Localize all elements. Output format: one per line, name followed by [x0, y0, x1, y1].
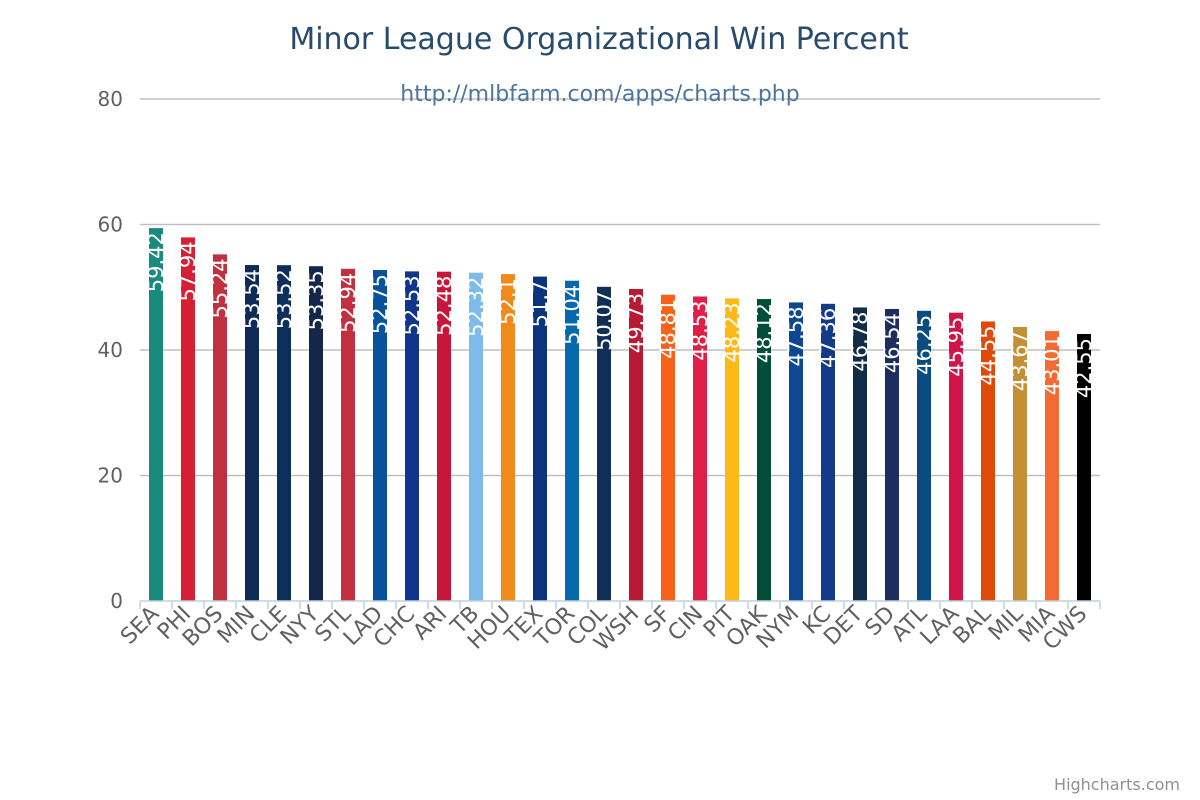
bar-ari[interactable] — [437, 271, 451, 601]
bar-kc[interactable] — [821, 303, 835, 601]
data-label: 42.55 — [1072, 338, 1096, 398]
bar-min[interactable] — [245, 265, 259, 601]
bar-chc[interactable] — [405, 271, 419, 601]
data-label: 50.07 — [592, 291, 616, 351]
data-label: 52.48 — [432, 276, 456, 336]
data-label: 48.12 — [752, 303, 776, 363]
data-label: 47.58 — [784, 306, 808, 366]
bar-sf[interactable] — [661, 294, 675, 601]
bar-stl[interactable] — [341, 268, 355, 601]
y-axis: 0 20 40 60 80 — [98, 87, 123, 613]
bar-nym[interactable] — [789, 302, 803, 601]
data-label: 52.1 — [496, 278, 520, 325]
data-label: 46.54 — [880, 313, 904, 373]
chart-title: Minor League Organizational Win Percent — [289, 22, 909, 57]
bars: 59.42 57.94 55.24 53.54 53.52 53.35 52.94 52.75… — [144, 228, 1096, 601]
data-label: 52.94 — [336, 273, 360, 333]
bar-sd[interactable] — [885, 308, 899, 601]
data-label: 43.67 — [1008, 331, 1032, 391]
y-tick-label: 60 — [98, 213, 123, 237]
bar-bos[interactable] — [213, 254, 227, 601]
bar-tex[interactable] — [533, 276, 547, 601]
data-label: 57.94 — [176, 241, 200, 301]
data-label: 59.42 — [144, 232, 168, 292]
bar-hou[interactable] — [501, 274, 515, 601]
data-label: 52.53 — [400, 275, 424, 335]
bar-mil[interactable] — [1013, 326, 1027, 601]
gridlines — [140, 98, 1100, 477]
data-label: 47.36 — [816, 308, 840, 368]
bar-det[interactable] — [853, 307, 867, 601]
data-label: 46.25 — [912, 315, 936, 375]
bar-tor[interactable] — [565, 280, 579, 601]
data-label: 45.95 — [944, 317, 968, 377]
bar-bal[interactable] — [981, 321, 995, 601]
credits-link[interactable]: Highcharts.com — [1054, 775, 1180, 794]
x-tick-label: DET — [819, 601, 868, 650]
bar-sea[interactable] — [149, 228, 163, 601]
bar-cws[interactable] — [1077, 333, 1091, 601]
bar-col[interactable] — [597, 286, 611, 601]
data-label: 51.7 — [528, 281, 552, 328]
bar-cin[interactable] — [693, 296, 707, 601]
y-tick-label: 40 — [98, 338, 123, 362]
data-label: 52.32 — [464, 277, 488, 337]
data-label: 53.35 — [304, 270, 328, 330]
x-axis: SEAPHIBOSMINCLENYYSTLLADCHCARITBHOUTEXTO… — [116, 600, 1101, 656]
data-label: 46.78 — [848, 311, 872, 371]
bar-wsh[interactable] — [629, 288, 643, 601]
data-label: 43.01 — [1040, 335, 1064, 395]
bar-laa[interactable] — [949, 312, 963, 601]
bar-atl[interactable] — [917, 310, 931, 601]
y-tick-label: 80 — [98, 87, 123, 111]
bar-mia[interactable] — [1045, 331, 1059, 601]
data-label: 48.23 — [720, 302, 744, 362]
bar-tb[interactable] — [469, 272, 483, 601]
bar-nyy[interactable] — [309, 266, 323, 601]
bar-pit[interactable] — [725, 298, 739, 601]
data-label: 48.53 — [688, 300, 712, 360]
data-label: 44.55 — [976, 325, 1000, 385]
data-label: 48.81 — [656, 299, 680, 359]
y-tick-label: 20 — [98, 464, 123, 488]
bar-phi[interactable] — [181, 237, 195, 601]
data-label: 49.73 — [624, 293, 648, 353]
data-label: 53.54 — [240, 269, 264, 329]
data-label: 52.75 — [368, 274, 392, 334]
bar-oak[interactable] — [757, 299, 771, 601]
chart-subtitle[interactable]: http://mlbfarm.com/apps/charts.php — [400, 82, 799, 107]
bar-cle[interactable] — [277, 265, 291, 601]
x-tick-label: ARI — [409, 602, 453, 646]
y-tick-label: 0 — [110, 589, 123, 613]
bar-lad[interactable] — [373, 269, 387, 601]
data-label: 53.52 — [272, 269, 296, 329]
data-label: 51.04 — [560, 285, 584, 345]
data-label: 55.24 — [208, 258, 232, 318]
